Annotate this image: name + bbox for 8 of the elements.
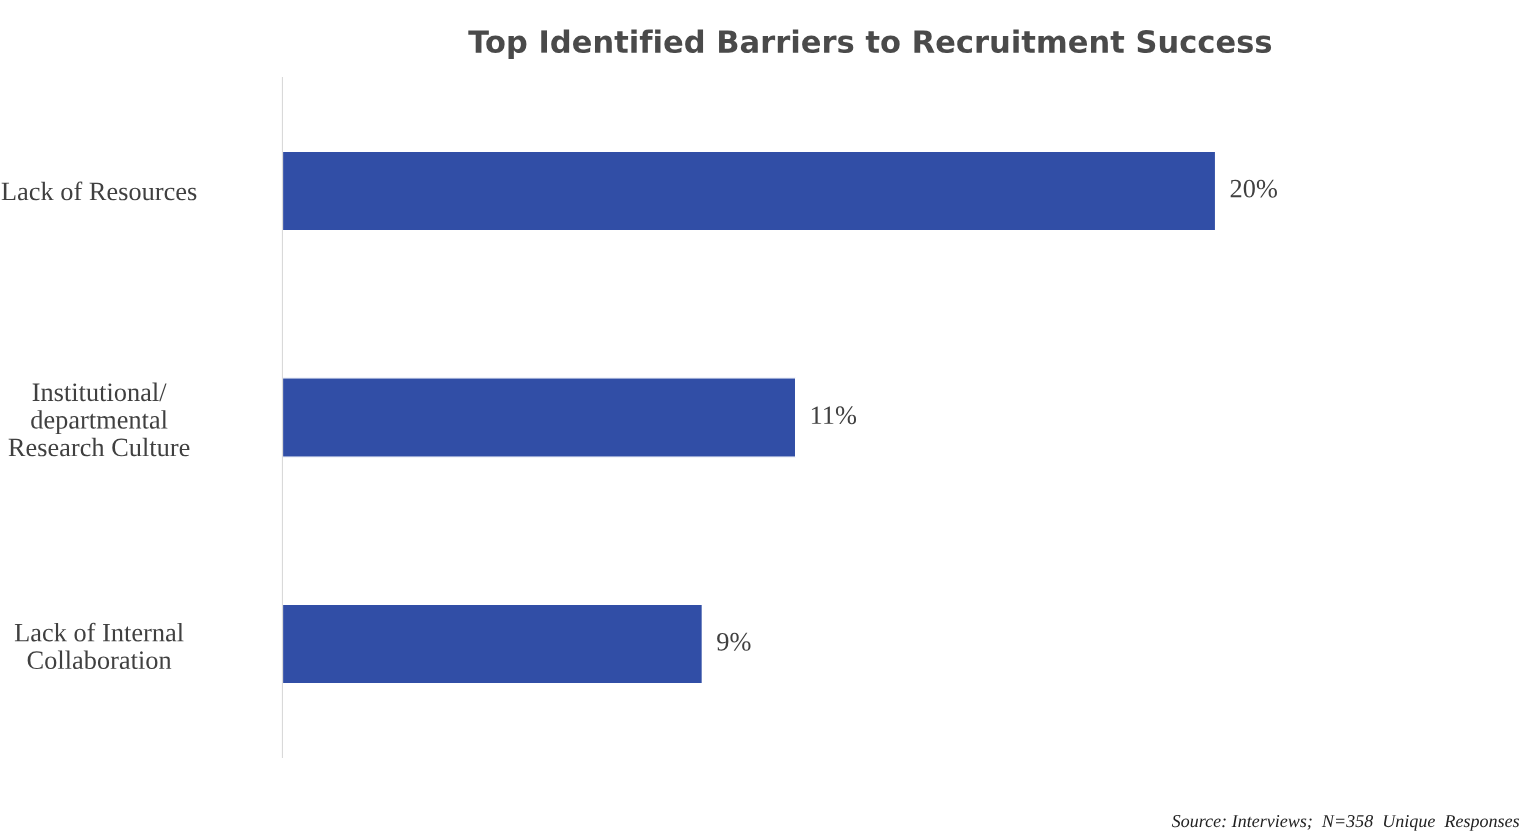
data-label: 11% — [811, 406, 857, 425]
y-tick-label: Lack of Resources — [1, 181, 197, 201]
data-label: 20% — [1230, 179, 1277, 198]
y-tick-label: Lack of Internal Collaboration — [14, 622, 184, 670]
source-note: Source: Interviews; N=358 Unique Responses — [1171, 814, 1520, 831]
data-label: 9% — [717, 632, 751, 651]
chart-title: Top Identified Barriers to Recruitment Success — [468, 29, 1272, 60]
y-tick-label: Institutional/ departmental Research Culture — [8, 382, 190, 457]
